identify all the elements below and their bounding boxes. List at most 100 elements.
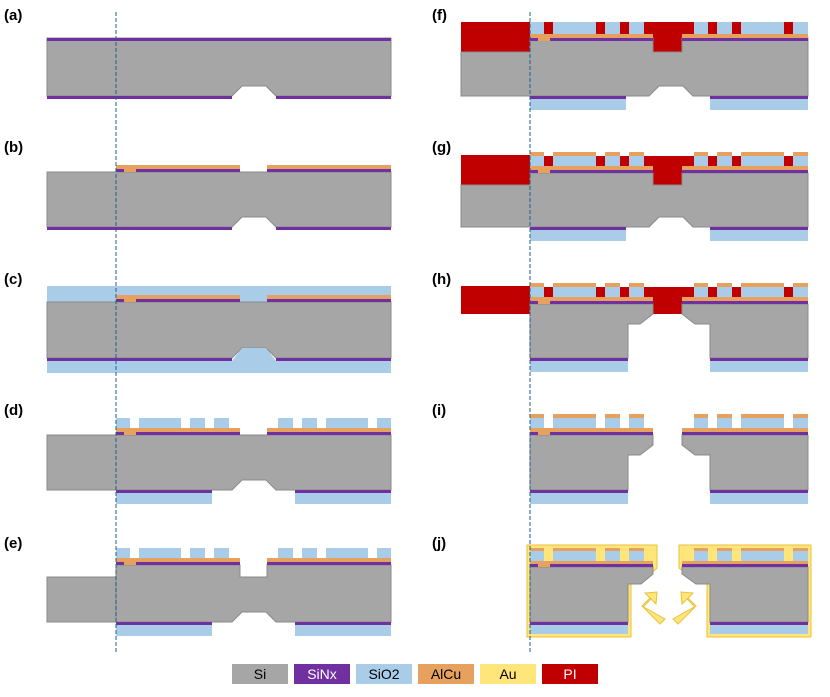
pi-fill — [644, 156, 694, 170]
sio2-island — [530, 551, 544, 564]
sinx-layer — [530, 227, 626, 230]
alcu-cap — [694, 414, 708, 418]
pi-fill — [653, 170, 682, 185]
pi-fill — [784, 287, 793, 301]
sinx-layer — [682, 564, 808, 567]
alcu-cap — [629, 414, 644, 418]
alcu-pad — [538, 170, 550, 173]
alcu-cap — [741, 548, 784, 551]
panel-e: (e) — [4, 535, 392, 636]
panel-label-a: (a) — [4, 7, 22, 24]
pi-fills — [544, 22, 793, 52]
sio2-island — [717, 551, 732, 564]
alcu-cap — [694, 283, 708, 287]
alcu-pad — [538, 564, 550, 567]
alcu-layer — [682, 166, 808, 170]
sinx-layer — [530, 301, 653, 304]
sinx-layer — [295, 622, 391, 625]
alcu-caps — [530, 414, 808, 418]
pi-layer — [461, 286, 530, 314]
sio2-layer — [116, 493, 212, 504]
sinx-layer — [267, 432, 391, 435]
pi-fill — [644, 287, 694, 301]
sio2-layer — [710, 361, 808, 372]
panel-a: (a) — [4, 7, 392, 99]
legend-label: PI — [563, 666, 576, 682]
alcu-cap — [553, 152, 596, 156]
panel-label-c: (c) — [4, 271, 22, 288]
sio2-layer — [530, 230, 626, 241]
panel-f: (f) — [432, 7, 809, 110]
sinx-layer — [530, 358, 628, 361]
sinx-layer — [47, 38, 391, 41]
panel-label-h: (h) — [432, 271, 451, 288]
pi-fill — [544, 287, 553, 301]
alcu-cap — [717, 548, 732, 551]
sinx-layer — [530, 96, 626, 99]
alcu-cap — [553, 414, 596, 418]
sinx-layer — [682, 301, 808, 304]
panel-label-b: (b) — [4, 139, 23, 156]
pi-fill — [620, 287, 629, 301]
alcu-cap — [694, 548, 708, 551]
sio2-layer — [710, 99, 808, 110]
si-substrate — [46, 171, 392, 228]
sinx-layer — [530, 564, 653, 567]
alcu-pad — [538, 38, 550, 41]
sinx-layer — [47, 358, 232, 361]
alcu-cap — [793, 548, 808, 551]
alcu-cap — [530, 152, 544, 156]
alcu-cap — [717, 283, 732, 287]
si-substrate — [460, 37, 809, 97]
pi-fill — [732, 22, 741, 38]
alcu-cap — [741, 414, 784, 418]
alcu-layer — [116, 558, 240, 562]
alcu-cap — [553, 283, 596, 287]
alcu-cap — [629, 152, 644, 156]
sio2-islands — [530, 551, 808, 564]
sinx-layer — [276, 227, 391, 230]
alcu-layer — [267, 165, 391, 169]
alcu-cap — [605, 414, 620, 418]
alcu-layer — [530, 34, 653, 38]
alcu-caps — [530, 548, 808, 551]
sinx-layer — [530, 622, 628, 625]
alcu-layer — [116, 295, 240, 299]
si-substrate-right — [681, 434, 809, 491]
alcu-cap — [530, 414, 544, 418]
pi-fill — [784, 156, 793, 170]
sio2-layer — [710, 625, 808, 634]
pi-fill — [653, 38, 682, 52]
sinx-layer — [116, 490, 212, 493]
sinx-layer — [116, 299, 240, 302]
sinx-layer — [530, 432, 653, 435]
panel-d: (d) — [4, 402, 392, 504]
pi-fill — [708, 22, 717, 38]
legend-swatch — [542, 664, 598, 684]
alcu-layer — [682, 297, 808, 301]
alcu-cap — [741, 283, 784, 287]
pi-fill — [596, 156, 605, 170]
alcu-cap — [629, 548, 644, 551]
alcu-cap — [793, 152, 808, 156]
pi-fill — [644, 22, 694, 38]
si-substrate — [46, 37, 392, 97]
sio2-layer — [530, 493, 628, 504]
alcu-layer — [530, 297, 653, 301]
panel-b: (b) — [4, 139, 392, 230]
sio2-layer — [710, 230, 808, 241]
sio2-island — [553, 551, 596, 564]
legend-swatch — [294, 664, 350, 684]
si-substrate — [115, 564, 392, 623]
sinx-layer — [682, 38, 808, 41]
legend: Si SiNx SiO2 AlCu Au PI — [232, 664, 598, 684]
alcu-cap — [629, 283, 644, 287]
pi-fill — [708, 287, 717, 301]
sio2-layer — [710, 493, 808, 504]
alcu-cap — [530, 283, 544, 287]
panel-g: (g) — [432, 139, 809, 241]
alcu-cap — [530, 548, 544, 551]
sio2-layer — [530, 361, 628, 372]
panel-label-g: (g) — [432, 139, 451, 156]
sinx-layer — [710, 490, 808, 493]
